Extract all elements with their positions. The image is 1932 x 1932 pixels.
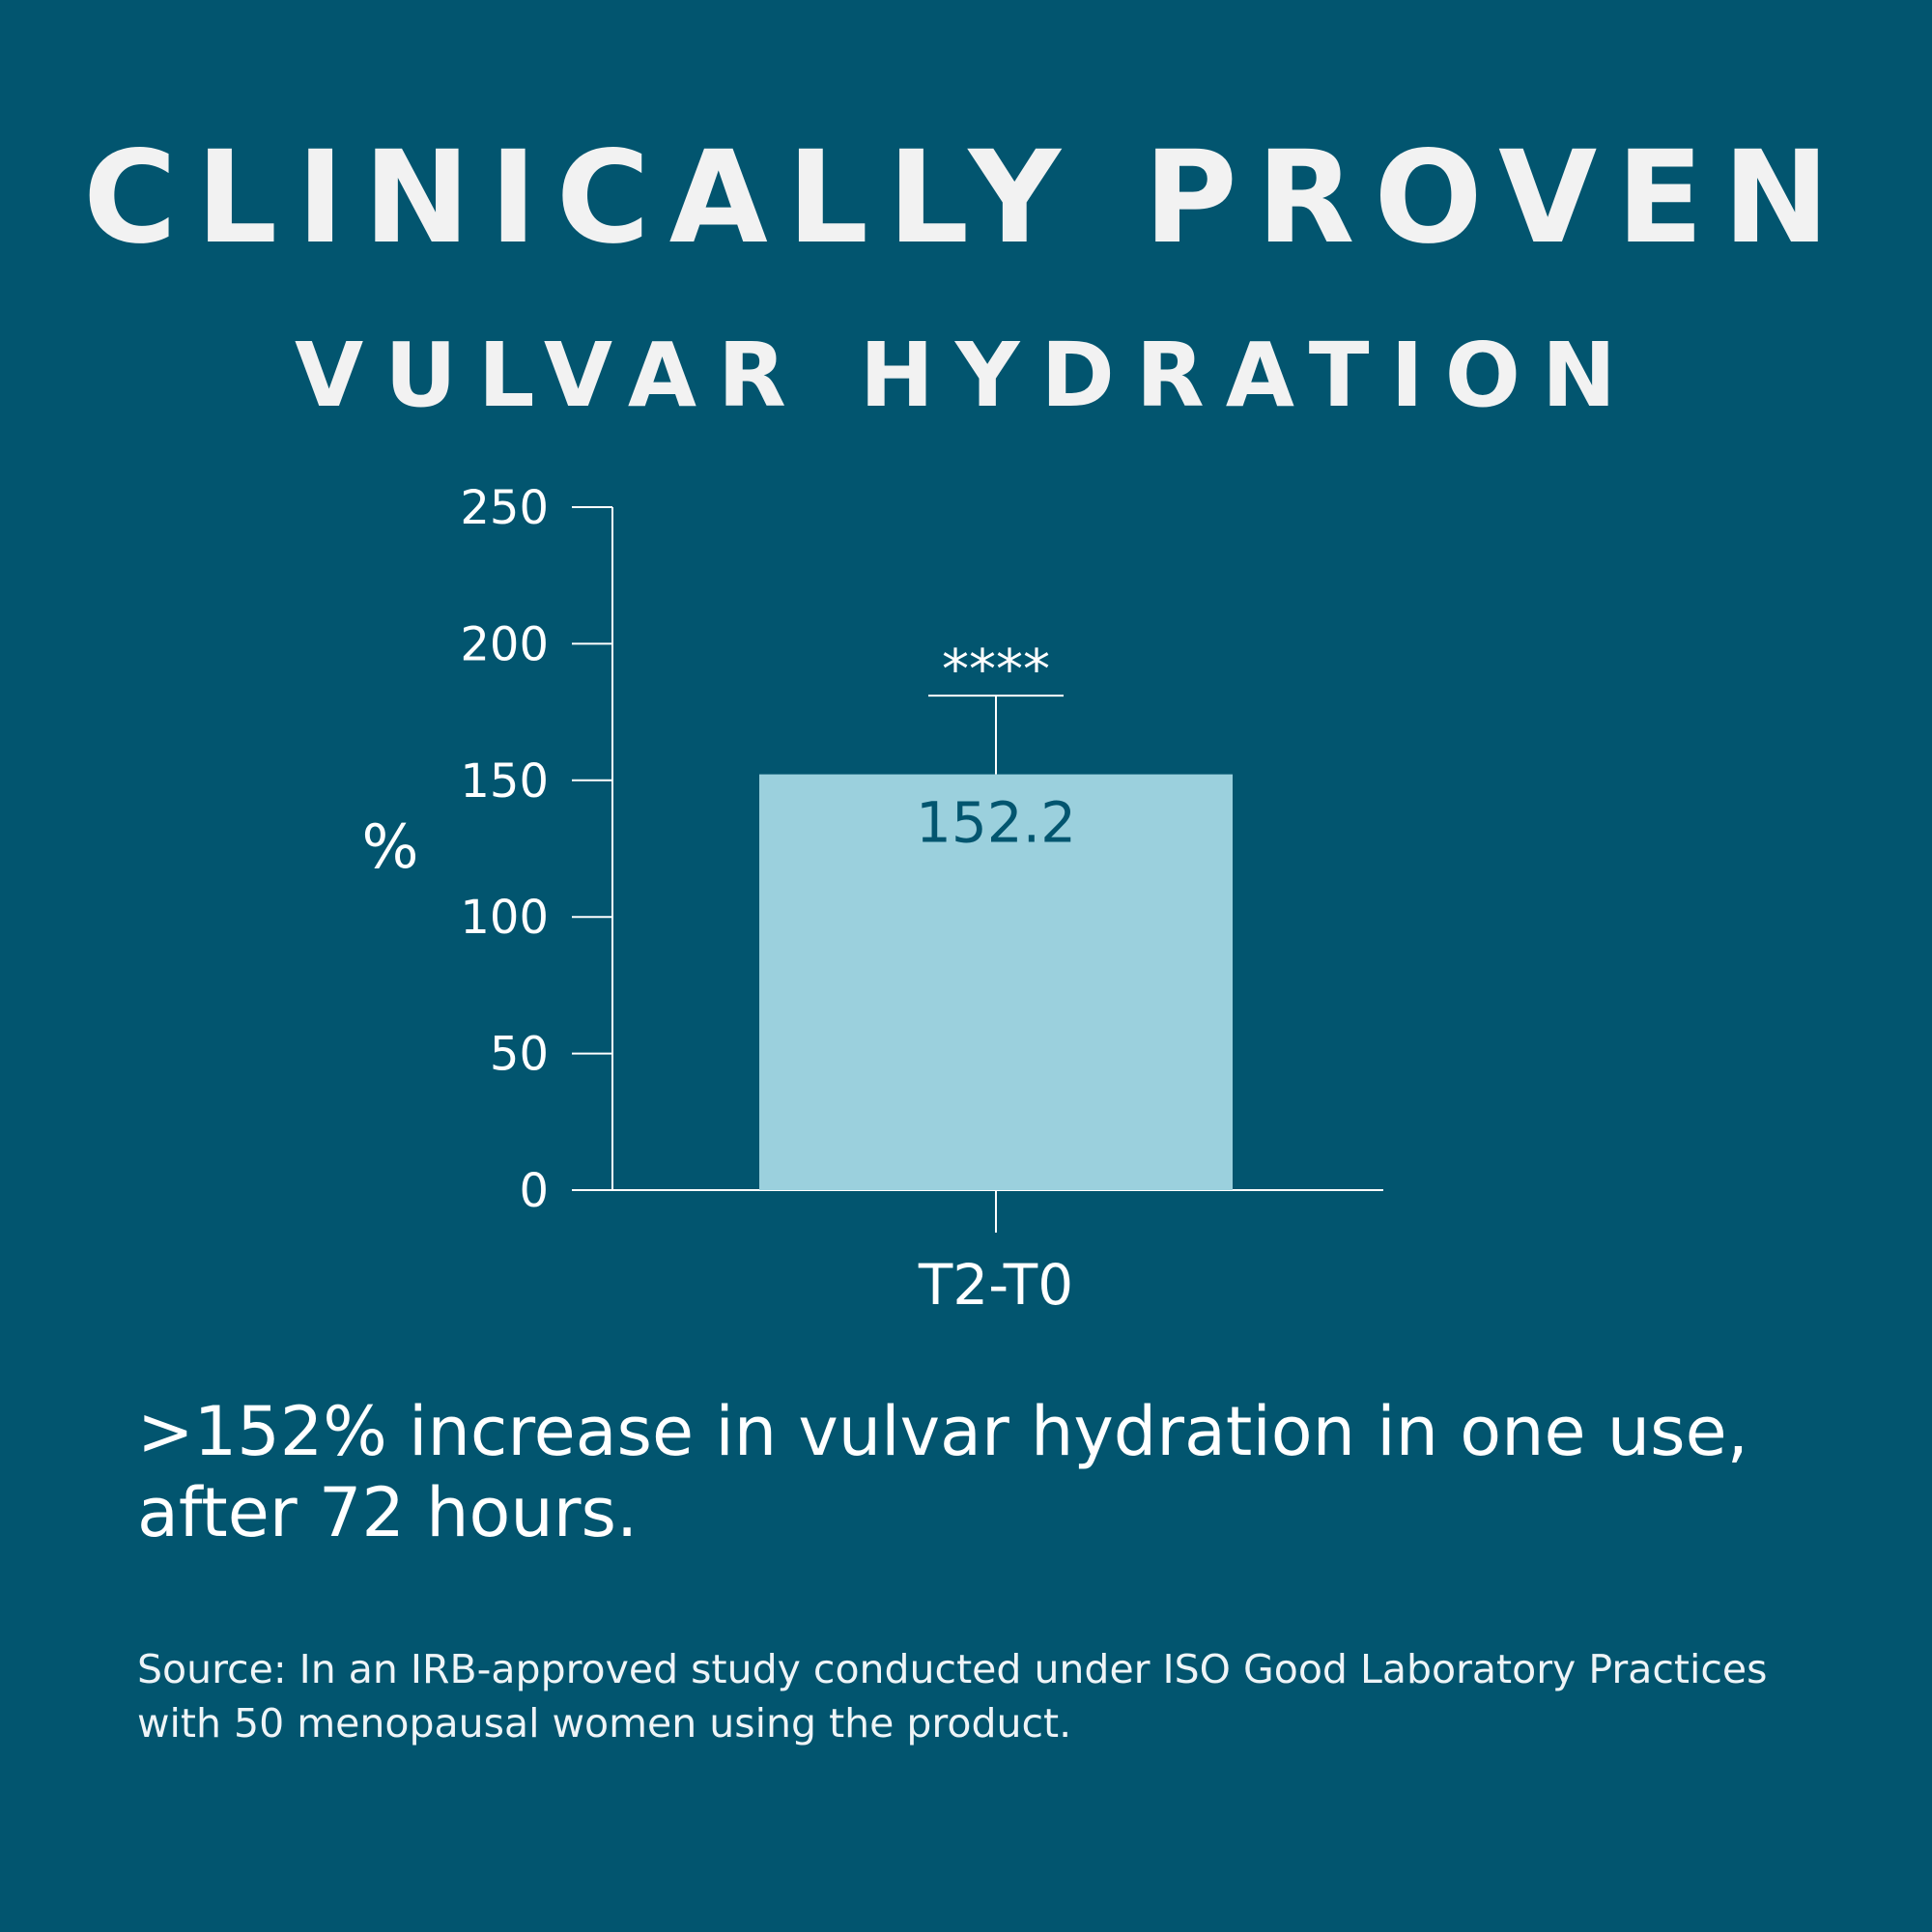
y-tick-label: 50 <box>490 1028 549 1082</box>
summary-caption: >152% increase in vulvar hydration in on… <box>137 1392 1748 1552</box>
chart-subtitle: VULVAR HYDRATION <box>295 324 1637 427</box>
y-tick-label: 200 <box>460 617 549 671</box>
y-tick-label: 150 <box>460 754 549 809</box>
source-note: Source: In an IRB-approved study conduct… <box>137 1646 1768 1747</box>
y-tick-label: 100 <box>460 891 549 945</box>
page-title: CLINICALLY PROVEN <box>83 124 1849 272</box>
bar-value-label: 152.2 <box>916 790 1076 856</box>
y-tick-label: 250 <box>460 481 549 535</box>
y-tick-label: 0 <box>519 1164 549 1218</box>
significance-label: **** <box>942 639 1050 701</box>
bar-chart: 0 50 100 150 200 250% **** 152.2 T2-T0 <box>362 481 1383 1318</box>
x-category-label: T2-T0 <box>918 1252 1073 1318</box>
y-axis-label: % <box>362 811 419 882</box>
bar <box>759 774 1233 1190</box>
